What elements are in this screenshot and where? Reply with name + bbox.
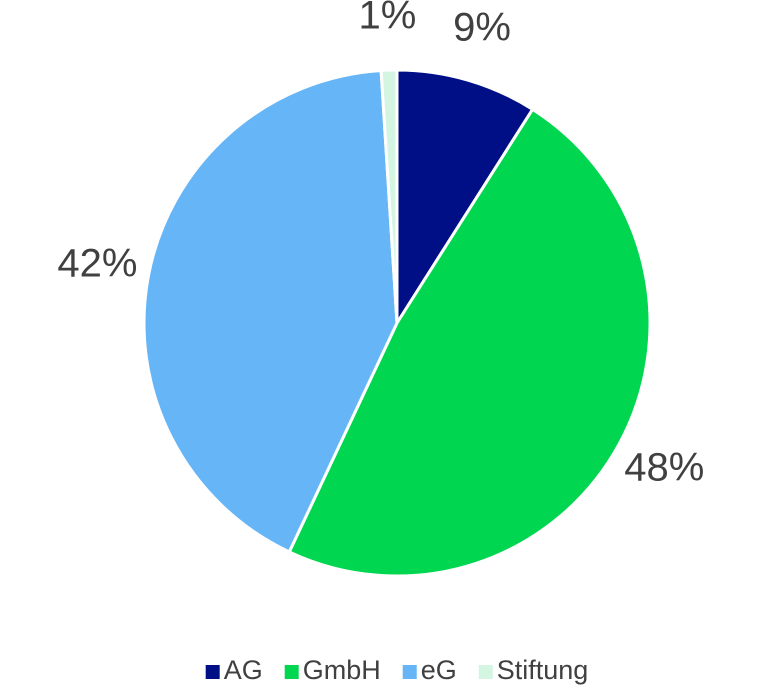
- pie-slice: [142, 68, 399, 554]
- data-label: 42%: [57, 241, 137, 285]
- data-label: 9%: [453, 6, 511, 50]
- legend-label: GmbH: [303, 655, 381, 685]
- legend-swatch: [205, 665, 220, 679]
- pie-slice: [379, 68, 399, 324]
- legend-label: eG: [421, 655, 457, 685]
- pie-slice: [287, 107, 652, 578]
- legend-swatch: [478, 665, 493, 679]
- data-label: 1%: [359, 0, 417, 38]
- legend-label: Stiftung: [497, 655, 589, 685]
- data-label: 48%: [624, 445, 704, 489]
- legend-label: AG: [224, 655, 263, 685]
- legend-swatch: [284, 665, 299, 679]
- legend-swatch: [402, 665, 417, 679]
- pie-slice: [395, 68, 535, 329]
